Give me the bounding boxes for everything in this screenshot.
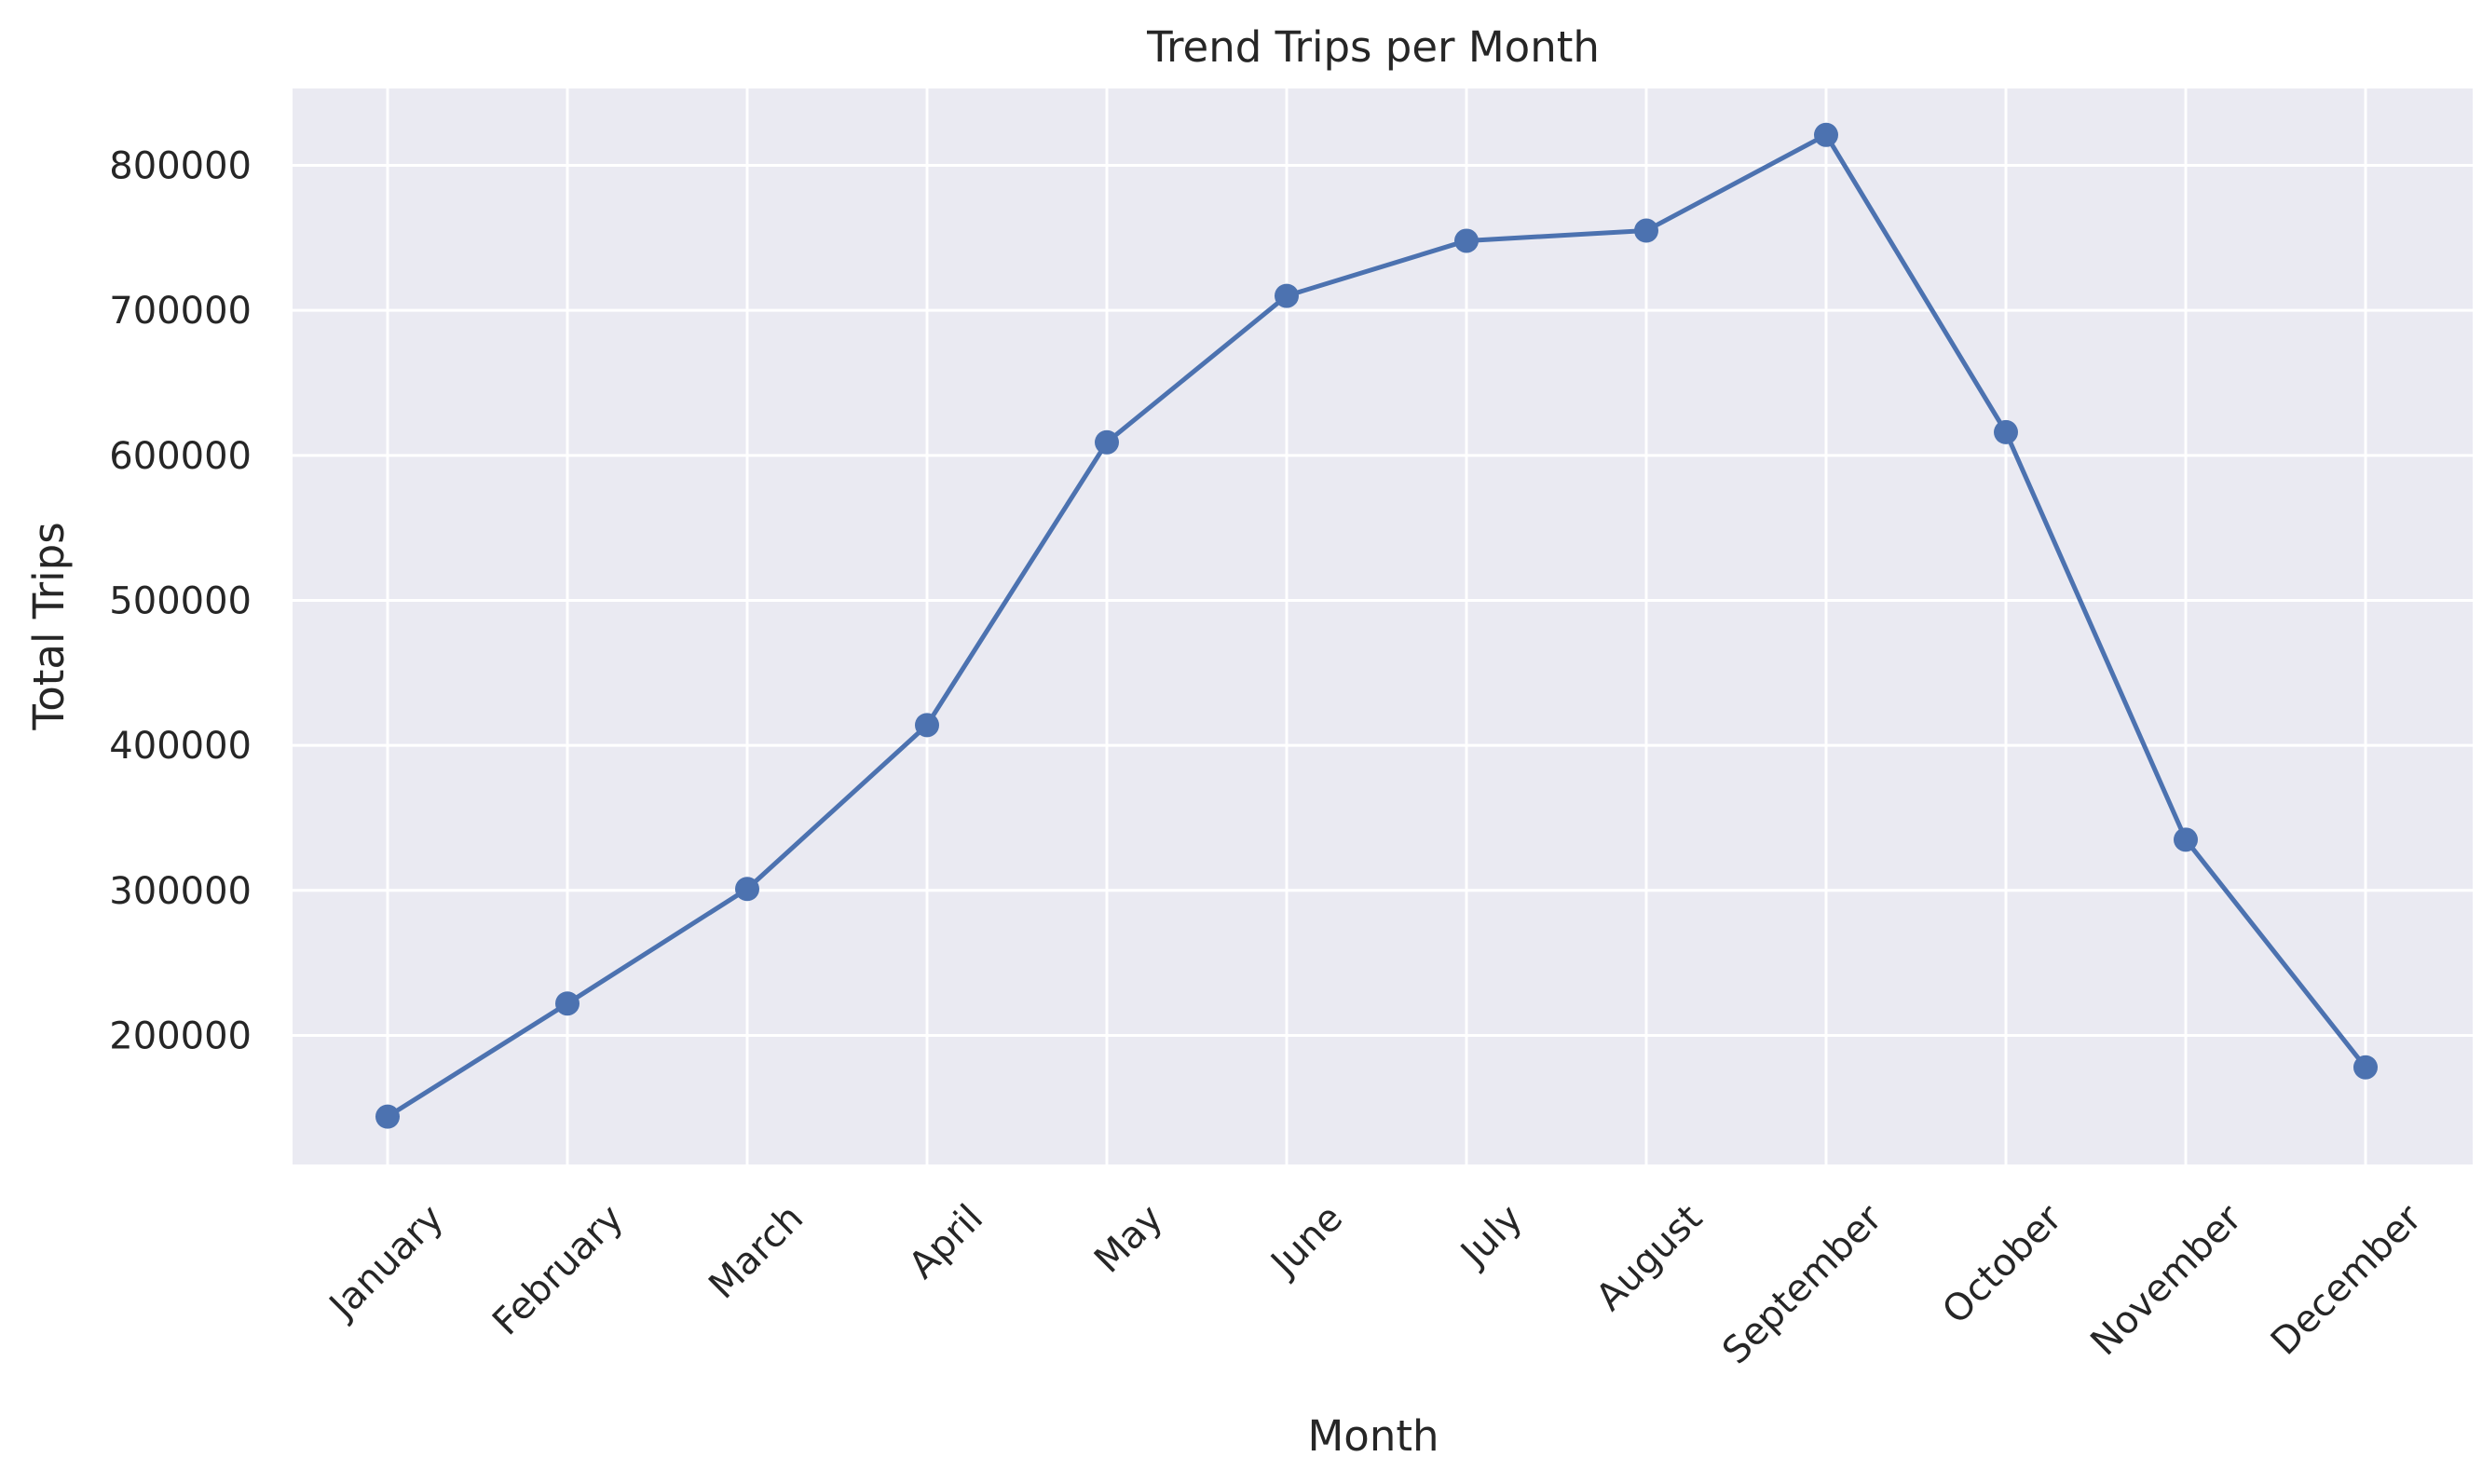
data-point — [1634, 218, 1658, 243]
y-tick-label: 700000 — [109, 290, 252, 333]
data-point — [1994, 419, 2018, 444]
data-point — [1275, 283, 1299, 308]
data-point — [2353, 1055, 2378, 1080]
data-point — [2174, 827, 2198, 852]
y-tick-label: 200000 — [109, 1014, 252, 1057]
data-point — [555, 991, 580, 1016]
data-point — [1095, 429, 1119, 455]
y-tick-label: 300000 — [109, 870, 252, 913]
chart-title: Trend Trips per Month — [1146, 22, 1600, 72]
y-grid — [293, 164, 2473, 1037]
y-tick-label: 500000 — [109, 579, 252, 622]
data-point — [1454, 228, 1479, 253]
data-points — [375, 122, 2378, 1129]
y-tick-label: 600000 — [109, 435, 252, 478]
y-tick-labels: 200000 300000 400000 500000 600000 700000 8000… — [109, 145, 252, 1058]
series-line — [385, 132, 2368, 1120]
y-tick-label: 800000 — [109, 145, 252, 188]
x-grid — [386, 88, 2367, 1164]
y-tick-label: 400000 — [109, 725, 252, 768]
data-point — [915, 713, 939, 738]
plot-area — [293, 88, 2473, 1164]
data-point — [1814, 122, 1838, 147]
y-axis-label: Total Trips — [24, 522, 74, 730]
x-axis-label: Month — [1307, 1411, 1439, 1461]
data-point — [375, 1104, 400, 1129]
data-point — [735, 877, 759, 902]
